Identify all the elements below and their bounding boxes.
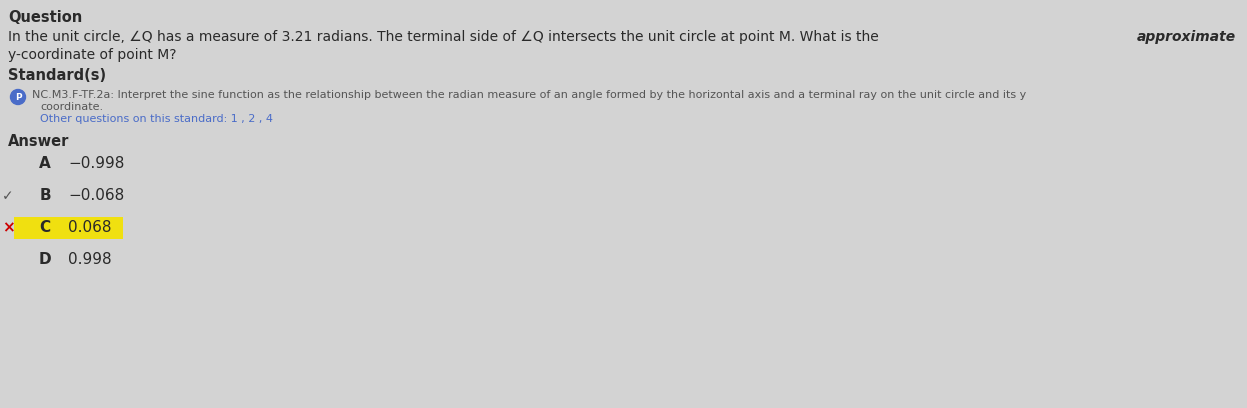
Text: y-coordinate of point M?: y-coordinate of point M? [7, 48, 177, 62]
Text: A: A [39, 157, 51, 171]
Text: Answer: Answer [7, 134, 70, 149]
Text: P: P [15, 93, 21, 102]
Text: In the unit circle, ∠Q has a measure of 3.21 radians. The terminal side of ∠Q in: In the unit circle, ∠Q has a measure of … [7, 30, 883, 44]
Text: Other questions on this standard: 1 , 2 , 4: Other questions on this standard: 1 , 2 … [40, 114, 273, 124]
Text: Standard(s): Standard(s) [7, 68, 106, 83]
Text: coordinate.: coordinate. [40, 102, 104, 112]
Text: ✓: ✓ [2, 189, 14, 203]
Text: 0.068: 0.068 [69, 220, 111, 235]
Circle shape [10, 89, 25, 104]
Text: 0.998: 0.998 [69, 253, 112, 268]
Text: approximate: approximate [1137, 30, 1236, 44]
Text: B: B [39, 188, 51, 204]
Text: ×: × [1, 220, 15, 235]
Text: C: C [40, 220, 51, 235]
Text: Question: Question [7, 10, 82, 25]
Text: −0.068: −0.068 [69, 188, 125, 204]
Text: −0.998: −0.998 [69, 157, 125, 171]
Text: D: D [39, 253, 51, 268]
Text: NC.M3.F-TF.2a: Interpret the sine function as the relationship between the radia: NC.M3.F-TF.2a: Interpret the sine functi… [32, 90, 1026, 100]
FancyBboxPatch shape [14, 217, 123, 239]
